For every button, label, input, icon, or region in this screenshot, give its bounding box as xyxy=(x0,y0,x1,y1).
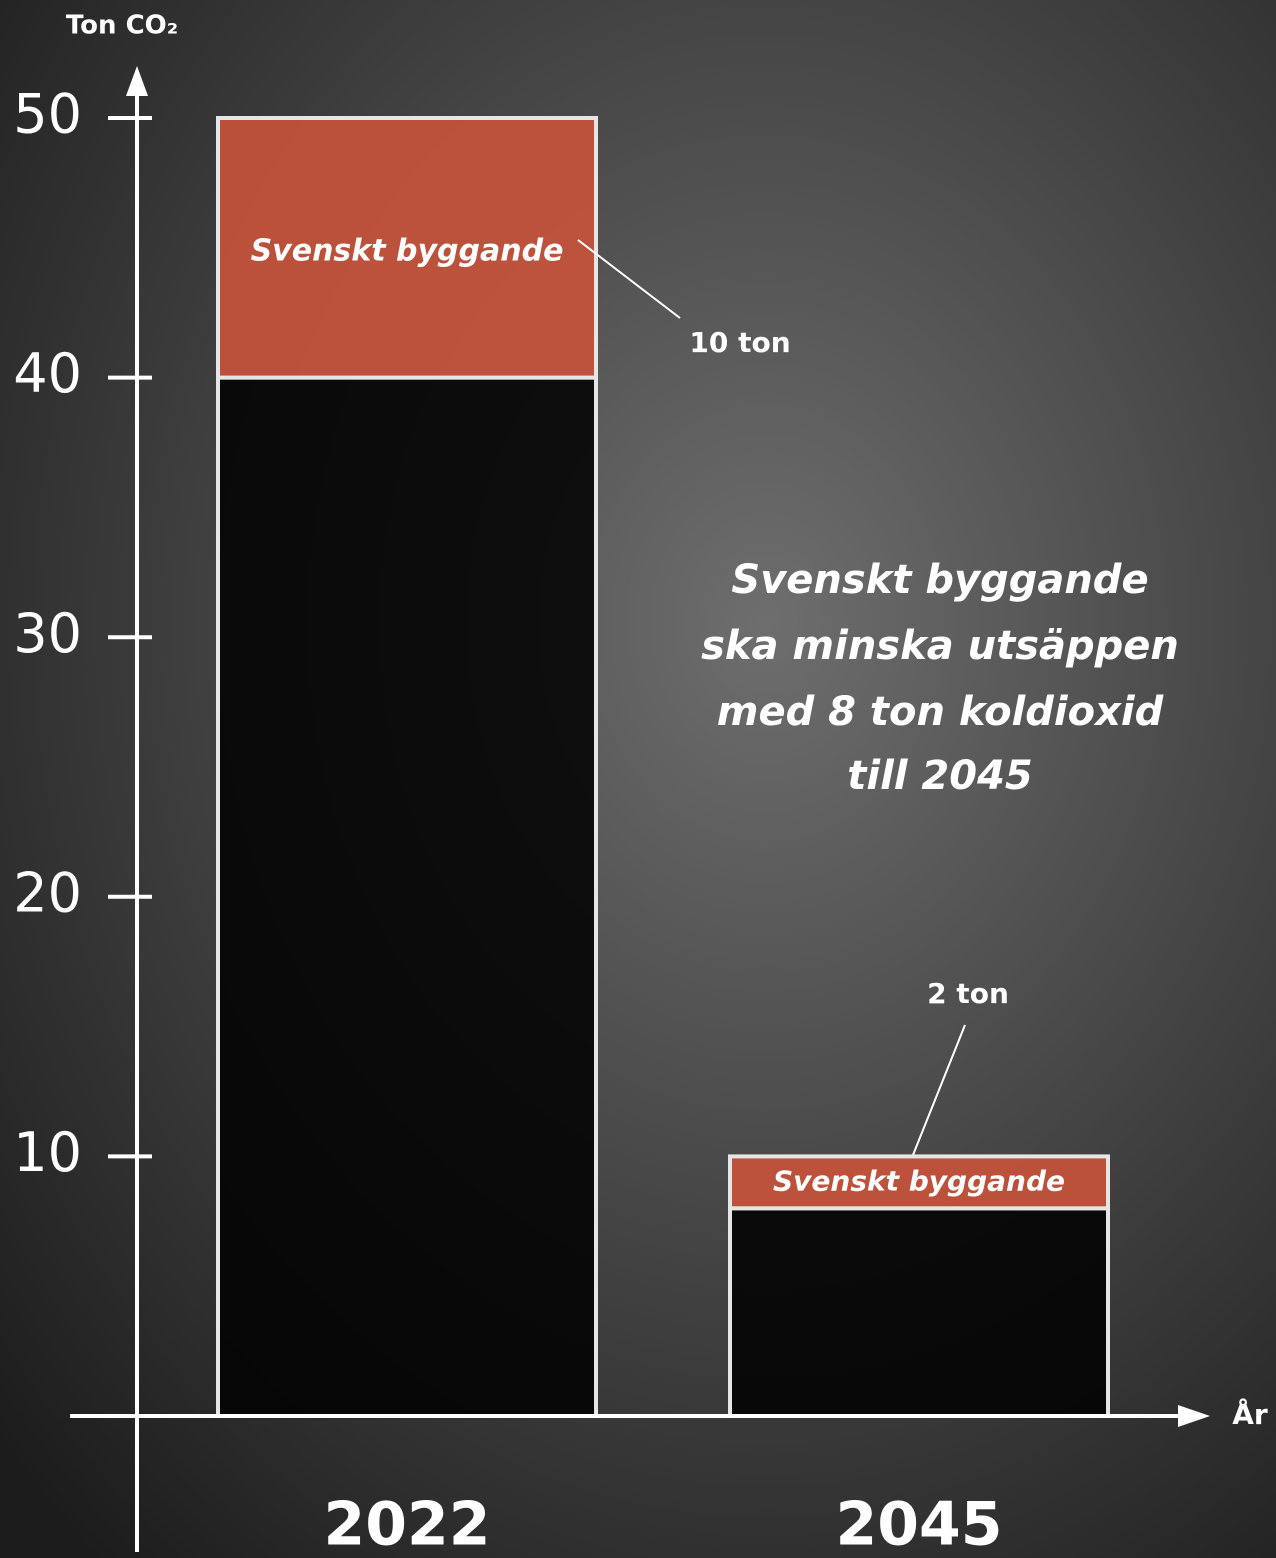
y-tick-label: 40 xyxy=(13,342,82,405)
annotation-line: ska minska utsäppen xyxy=(701,623,1179,669)
y-tick-label: 10 xyxy=(13,1121,82,1184)
annotation-line: med 8 ton koldioxid xyxy=(717,689,1164,735)
bar-segment xyxy=(218,378,596,1416)
y-tick-label: 30 xyxy=(13,602,82,665)
annotation-line: till 2045 xyxy=(847,753,1033,799)
x-tick-label: 2045 xyxy=(836,1490,1003,1558)
value-label: 10 ton xyxy=(689,326,790,359)
bar-segment xyxy=(730,1208,1108,1416)
segment-label: Svenskt byggande xyxy=(251,234,564,269)
y-tick-label: 50 xyxy=(13,83,82,146)
y-axis-label: Ton CO₂ xyxy=(66,11,178,41)
value-label: 2 ton xyxy=(927,977,1009,1010)
x-axis-label: År xyxy=(1232,1397,1268,1431)
y-tick-label: 20 xyxy=(13,861,82,924)
page: Ton CO₂ År Svenskt byggande ska minska u… xyxy=(0,0,1276,1558)
chart: Ton CO₂ År Svenskt byggande ska minska u… xyxy=(0,0,1276,1558)
x-tick-label: 2022 xyxy=(324,1490,491,1558)
annotation-line: Svenskt byggande xyxy=(731,557,1148,603)
segment-label: Svenskt byggande xyxy=(773,1164,1065,1197)
